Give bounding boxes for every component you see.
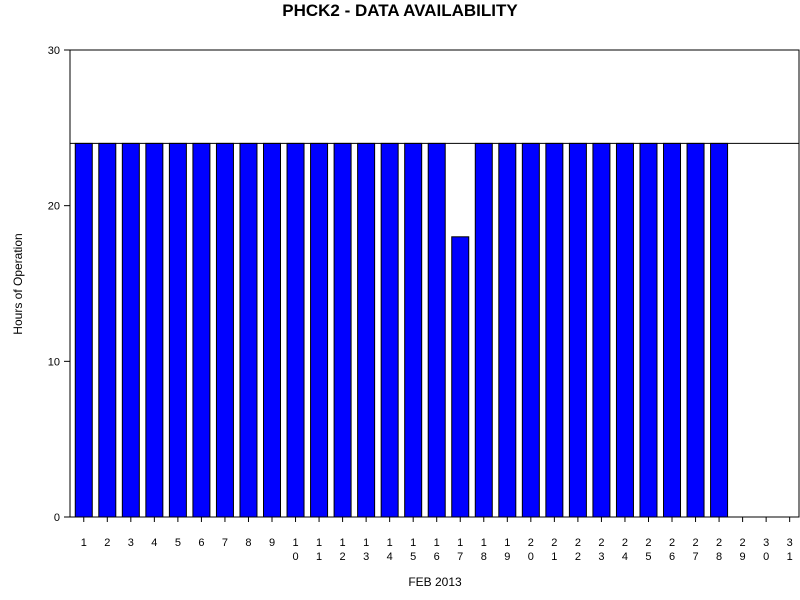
bar-day-1: [74, 142, 93, 518]
bar-day-5: [168, 142, 187, 518]
bar-day-19: [498, 142, 517, 518]
bars-layer: [74, 142, 729, 518]
y-tick-label-20: 20: [48, 201, 60, 213]
bar-day-22: [568, 142, 587, 518]
bar-day-26: [663, 142, 682, 518]
bar-day-9: [263, 142, 282, 518]
bar-day-27: [686, 142, 705, 518]
x-tick-label-3: 3: [128, 537, 134, 549]
y-axis-title: Hours of Operation: [11, 233, 25, 334]
bar-day-4: [145, 142, 164, 518]
bar-day-3: [121, 142, 140, 518]
bar-day-8: [239, 142, 258, 518]
x-tick-label-6: 6: [198, 537, 204, 549]
bar-day-12: [333, 142, 352, 518]
y-tick-label-0: 0: [54, 512, 60, 524]
y-tick-label-30: 30: [48, 45, 60, 57]
x-axis-title: FEB 2013: [408, 575, 462, 589]
bar-day-6: [192, 142, 211, 518]
bar-day-11: [310, 142, 329, 518]
x-axis: 1 2 3 4 5 6 7 8 9 1 01 11 21 31 41 51 61 71 81 92 02 12 22 32 42…: [81, 517, 793, 563]
bar-day-20: [521, 142, 540, 518]
plot-frame: [69, 49, 800, 518]
x-tick-label-4: 4: [151, 537, 157, 549]
x-tick-label-9: 9: [269, 537, 275, 549]
bar-day-17: [451, 236, 470, 518]
bar-day-10: [286, 142, 305, 518]
bar-day-23: [592, 142, 611, 518]
bar-day-14: [380, 142, 399, 518]
y-axis: 0 10 20 30: [48, 45, 70, 524]
bar-day-18: [474, 142, 493, 518]
chart-title: PHCK2 - DATA AVAILABILITY: [282, 1, 518, 20]
bar-day-2: [98, 142, 117, 518]
bar-day-21: [545, 142, 564, 518]
x-tick-label-2: 2: [104, 537, 110, 549]
x-tick-label-1: 1: [81, 537, 87, 549]
x-tick-label-7: 7: [222, 537, 228, 549]
y-tick-label-10: 10: [48, 356, 60, 368]
bar-day-16: [427, 142, 446, 518]
bar-day-15: [404, 142, 423, 518]
bar-day-7: [215, 142, 234, 518]
bar-day-13: [357, 142, 376, 518]
x-tick-label-8: 8: [245, 537, 251, 549]
x-tick-label-5: 5: [175, 537, 181, 549]
bar-day-28: [710, 142, 729, 518]
bar-day-25: [639, 142, 658, 518]
bar-day-24: [615, 142, 634, 518]
